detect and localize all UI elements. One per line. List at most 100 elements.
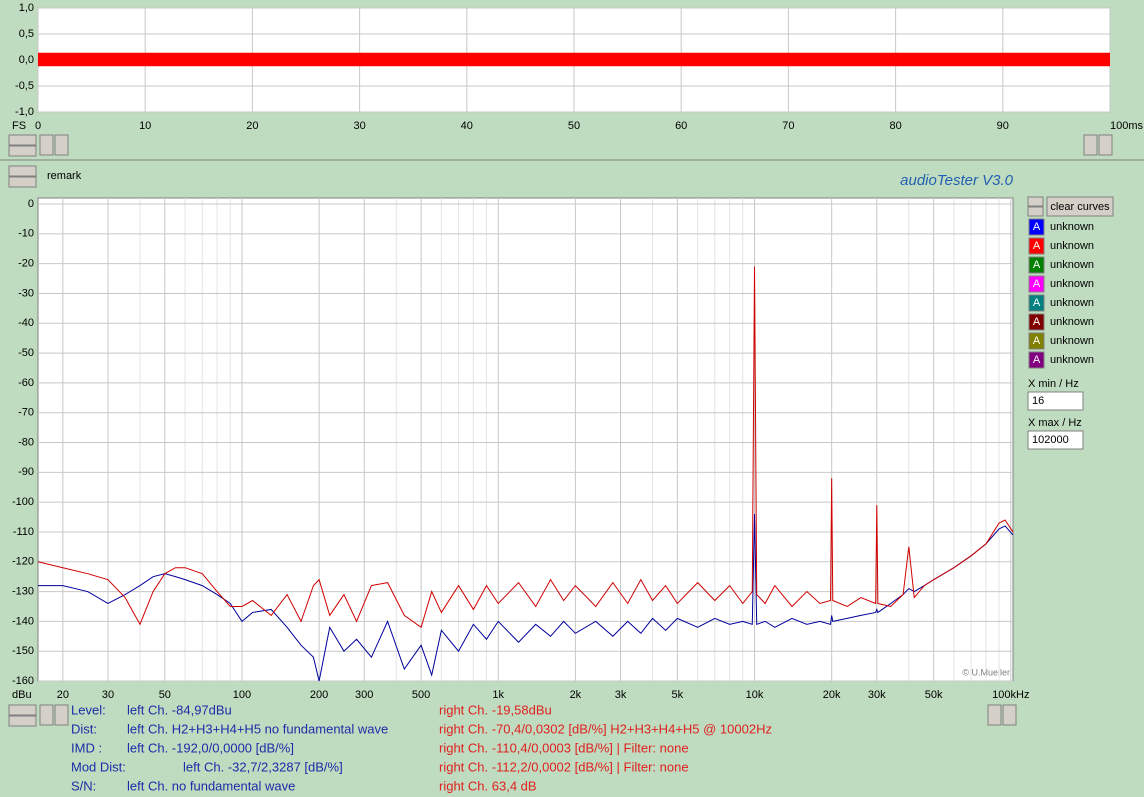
x-tick-label: 1k xyxy=(492,689,504,701)
spectrum-plot xyxy=(37,197,1014,682)
spin-buttons[interactable] xyxy=(8,134,1113,727)
channel-symbol: A xyxy=(1033,259,1041,271)
x-max-label: X max / Hz xyxy=(1028,417,1082,429)
clear-curves-label: clear curves xyxy=(1050,201,1110,213)
x-tick-label: 90 xyxy=(997,120,1009,132)
signal-band xyxy=(38,52,1110,67)
y-tick-label: -80 xyxy=(18,436,34,448)
x-tick-label: 100ms xyxy=(1110,120,1144,132)
x-tick-label: 50 xyxy=(568,120,580,132)
channel-label: unknown xyxy=(1050,335,1094,347)
x-tick-label: 3k xyxy=(615,689,627,701)
y-tick-label: 0,5 xyxy=(19,28,34,40)
x-tick-label: 30k xyxy=(868,689,886,701)
channel-label: unknown xyxy=(1050,240,1094,252)
spectrum-line xyxy=(38,514,1014,682)
channel-label: unknown xyxy=(1050,278,1094,290)
x-min-input[interactable] xyxy=(1027,391,1084,411)
result-left: left Ch. H2+H3+H4+H5 no fundamental wave xyxy=(127,721,388,736)
x-tick-label: 100kHz xyxy=(992,689,1029,701)
channel-swatch xyxy=(1028,237,1045,255)
x-tick-label: 200 xyxy=(310,689,328,701)
x-tick-label: 300 xyxy=(355,689,373,701)
spectrum-line xyxy=(37,266,1014,629)
channel-swatch xyxy=(1028,294,1045,312)
channel-symbol: A xyxy=(1033,297,1041,309)
result-label: Dist: xyxy=(71,721,97,736)
y-tick-label: -50 xyxy=(18,347,34,359)
result-right: right Ch. -70,4/0,0302 [dB/%] H2+H3+H4+H… xyxy=(439,721,772,736)
result-right: right Ch. -19,58dBu xyxy=(439,702,552,717)
x-tick-label: 20 xyxy=(57,689,69,701)
result-left: left Ch. -32,7/2,3287 [dB/%] xyxy=(183,759,343,774)
x-tick-label: 30 xyxy=(353,120,365,132)
x-max-input[interactable] xyxy=(1027,430,1084,450)
x-tick-label: 70 xyxy=(782,120,794,132)
result-right: right Ch. -110,4/0,0003 [dB/%] | Filter:… xyxy=(439,740,689,755)
clear-curves-button[interactable] xyxy=(1046,196,1114,217)
x-tick-label: 30 xyxy=(102,689,114,701)
y-tick-label: -40 xyxy=(18,317,34,329)
y-tick-label: -150 xyxy=(12,645,34,657)
y-axis-label: dBu xyxy=(12,689,32,701)
y-tick-label: -20 xyxy=(18,258,34,270)
y-tick-label: 0 xyxy=(28,198,34,210)
result-right: right Ch. -112,2/0,0002 [dB/%] | Filter:… xyxy=(439,759,689,774)
y-tick-label: -120 xyxy=(12,556,34,568)
channel-symbol: A xyxy=(1033,240,1041,252)
channel-symbol: A xyxy=(1033,221,1041,233)
y-tick-label: -30 xyxy=(18,287,34,299)
channel-label: unknown xyxy=(1050,316,1094,328)
channel-label: unknown xyxy=(1050,259,1094,271)
x-tick-label: 50k xyxy=(925,689,943,701)
y-tick-label: -1,0 xyxy=(15,106,34,118)
channel-label: unknown xyxy=(1050,221,1094,233)
result-label: Mod Dist: xyxy=(71,759,126,774)
y-tick-label: -70 xyxy=(18,407,34,419)
y-tick-label: -160 xyxy=(12,675,34,687)
channel-symbol: A xyxy=(1033,316,1041,328)
result-label: S/N: xyxy=(71,778,96,793)
x-tick-label: 10 xyxy=(139,120,151,132)
y-tick-label: -100 xyxy=(12,496,34,508)
y-tick-label: 1,0 xyxy=(19,2,34,14)
x-tick-label: 0 xyxy=(35,120,41,132)
channel-swatch xyxy=(1028,218,1045,236)
result-label: Level: xyxy=(71,702,106,717)
x-tick-label: 20k xyxy=(823,689,841,701)
channel-swatch xyxy=(1028,332,1045,350)
y-tick-label: -60 xyxy=(18,377,34,389)
result-left: left Ch. -192,0/0,0000 [dB/%] xyxy=(127,740,294,755)
result-left: left Ch. no fundamental wave xyxy=(127,778,295,793)
x-tick-label: 2k xyxy=(570,689,582,701)
x-tick-label: 80 xyxy=(889,120,901,132)
y-tick-label: -140 xyxy=(12,615,34,627)
x-tick-label: 10k xyxy=(746,689,764,701)
x-min-value: 16 xyxy=(1032,395,1044,407)
result-label: IMD : xyxy=(71,740,102,755)
y-tick-label: -130 xyxy=(12,585,34,597)
x-tick-label: 50 xyxy=(159,689,171,701)
channel-label: unknown xyxy=(1050,297,1094,309)
channel-symbol: A xyxy=(1033,354,1041,366)
channel-swatch xyxy=(1028,275,1045,293)
channel-symbol: A xyxy=(1033,335,1041,347)
y-tick-label: -110 xyxy=(13,526,34,538)
y-tick-label: -90 xyxy=(18,466,34,478)
x-tick-label: 40 xyxy=(461,120,473,132)
y-tick-label: -0,5 xyxy=(15,80,34,92)
y-tick-label: -10 xyxy=(18,228,34,240)
channel-symbol: A xyxy=(1033,278,1041,290)
result-left: left Ch. -84,97dBu xyxy=(127,702,232,717)
x-tick-label: 5k xyxy=(672,689,684,701)
channel-label: unknown xyxy=(1050,354,1094,366)
x-tick-label: 100 xyxy=(233,689,251,701)
x-max-value: 102000 xyxy=(1032,434,1069,446)
remark: remark xyxy=(47,170,82,182)
channel-swatch xyxy=(1028,313,1045,331)
channel-swatch xyxy=(1028,351,1045,369)
y-tick-label: 0,0 xyxy=(19,54,34,66)
x-tick-label: 60 xyxy=(675,120,687,132)
